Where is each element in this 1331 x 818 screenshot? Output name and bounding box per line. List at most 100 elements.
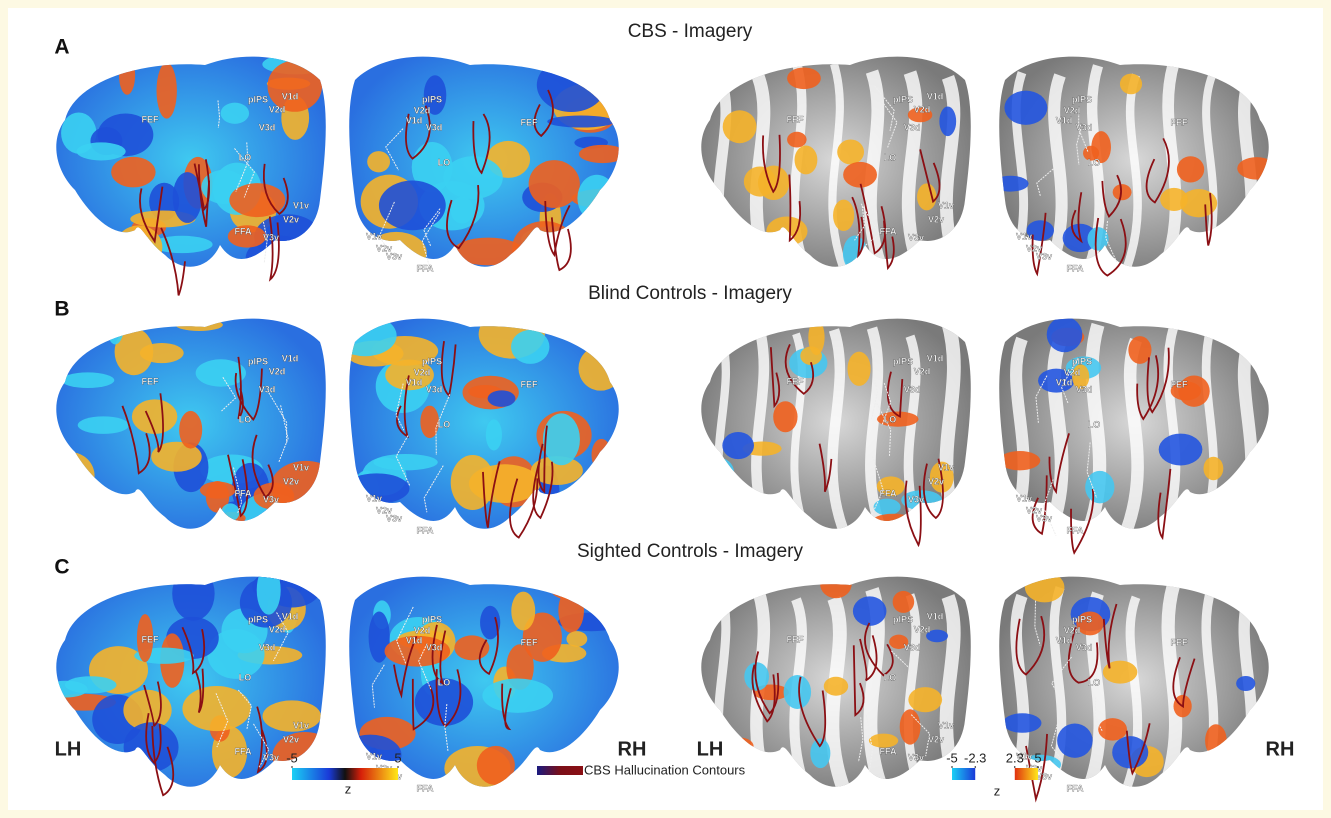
roi-label: V2d <box>914 366 931 376</box>
roi-label: FFA <box>1067 783 1084 793</box>
activation-blob <box>722 432 754 459</box>
legend-swatch <box>537 766 583 775</box>
activation-blob <box>744 166 776 196</box>
roi-label: V2d <box>1064 367 1081 377</box>
roi-label: V2d <box>914 104 931 114</box>
activation-blob <box>1004 91 1047 125</box>
roi-label: V3d <box>426 384 443 394</box>
colorbar-positive <box>1015 768 1038 780</box>
roi-label: pIPS <box>422 356 442 366</box>
activation-blob <box>1113 184 1132 200</box>
roi-label: pIPS <box>422 94 442 104</box>
roi-label: FEF <box>1171 637 1189 647</box>
roi-label: LO <box>438 157 451 167</box>
roi-label: V1d <box>1056 635 1073 645</box>
roi-label: V1v <box>938 200 954 210</box>
roi-label: V3d <box>426 642 443 652</box>
panel-letter: B <box>54 298 69 321</box>
roi-label: pIPS <box>248 356 268 366</box>
roi-label: V2v <box>928 476 944 486</box>
roi-label: V2d <box>269 624 286 634</box>
roi-label: V1d <box>406 635 423 645</box>
roi-label: FFA <box>235 746 252 756</box>
activation-blob <box>451 197 474 224</box>
activation-blob <box>900 709 921 744</box>
roi-label: LO <box>239 414 252 424</box>
activation-blob <box>511 330 549 364</box>
roi-label: V2d <box>414 105 431 115</box>
roi-label: V2d <box>269 104 286 114</box>
roi-label: pIPS <box>893 614 913 624</box>
roi-label: V3d <box>259 122 276 132</box>
activation-blob <box>1047 317 1083 352</box>
roi-label: V2d <box>1064 105 1081 115</box>
activation-blob <box>853 596 887 625</box>
activation-blob <box>488 390 516 407</box>
roi-label: V3d <box>904 384 921 394</box>
roi-label: V1d <box>406 115 423 125</box>
activation-blob <box>511 592 535 631</box>
roi-label: pIPS <box>248 614 268 624</box>
activation-blob <box>547 116 615 128</box>
roi-label: V3v <box>1036 251 1052 261</box>
activation-blob <box>373 454 437 470</box>
panel-title: Sighted Controls - Imagery <box>577 541 803 562</box>
roi-label: FEF <box>1171 117 1189 127</box>
roi-label: LO <box>239 672 252 682</box>
activation-blob <box>132 399 177 434</box>
activation-blob <box>179 411 202 449</box>
roi-label: pIPS <box>422 614 442 624</box>
roi-label: V1v <box>293 200 309 210</box>
activation-blob <box>824 677 848 696</box>
activation-blob <box>1203 457 1223 481</box>
roi-label: V3v <box>1036 771 1052 781</box>
roi-label: FFA <box>1067 263 1084 273</box>
roi-label: V2v <box>283 476 299 486</box>
roi-label: V1v <box>293 462 309 472</box>
roi-label: V3v <box>263 232 279 242</box>
colorbar-tick-label: 5 <box>394 750 401 765</box>
activation-blob <box>482 679 553 713</box>
roi-label: V3d <box>1076 122 1093 132</box>
activation-blob <box>1120 74 1142 95</box>
roi-label: FEF <box>787 634 805 644</box>
roi-label: FEF <box>787 114 805 124</box>
colorbar-tick-label: -2.3 <box>964 750 986 765</box>
roi-label: V1v <box>293 720 309 730</box>
roi-label: FEF <box>521 117 539 127</box>
roi-label: V1v <box>366 493 382 503</box>
panel-letter: C <box>54 556 69 579</box>
activation-blob <box>795 145 818 174</box>
activation-blob <box>939 107 956 137</box>
activation-blob <box>908 687 942 712</box>
activation-blob <box>723 110 757 143</box>
activation-blob <box>773 401 797 432</box>
activation-blob <box>420 406 439 439</box>
roi-label: FFA <box>417 783 434 793</box>
roi-label: V1d <box>282 611 299 621</box>
roi-label: LO <box>239 152 252 162</box>
colorbar <box>292 768 398 780</box>
roi-label: FFA <box>417 525 434 535</box>
roi-label: V3v <box>263 752 279 762</box>
activation-blob <box>917 183 936 210</box>
roi-label: V1v <box>366 751 382 761</box>
roi-label: V3v <box>1036 513 1052 523</box>
activation-blob <box>111 157 155 188</box>
roi-label: V1d <box>927 611 944 621</box>
roi-label: V1d <box>282 353 299 363</box>
roi-label: pIPS <box>1072 356 1092 366</box>
activation-blob <box>443 156 503 199</box>
roi-label: FEF <box>142 634 160 644</box>
roi-label: V2d <box>1064 625 1081 635</box>
panel-title: Blind Controls - Imagery <box>588 283 792 304</box>
roi-label: FEF <box>521 637 539 647</box>
roi-label: V1d <box>1056 115 1073 125</box>
roi-label: LO <box>884 152 897 162</box>
activation-blob <box>61 372 114 388</box>
activation-blob <box>1159 434 1203 466</box>
roi-label: V2v <box>283 214 299 224</box>
roi-label: V3d <box>259 384 276 394</box>
activation-blob <box>221 103 249 124</box>
roi-label: V2d <box>914 624 931 634</box>
